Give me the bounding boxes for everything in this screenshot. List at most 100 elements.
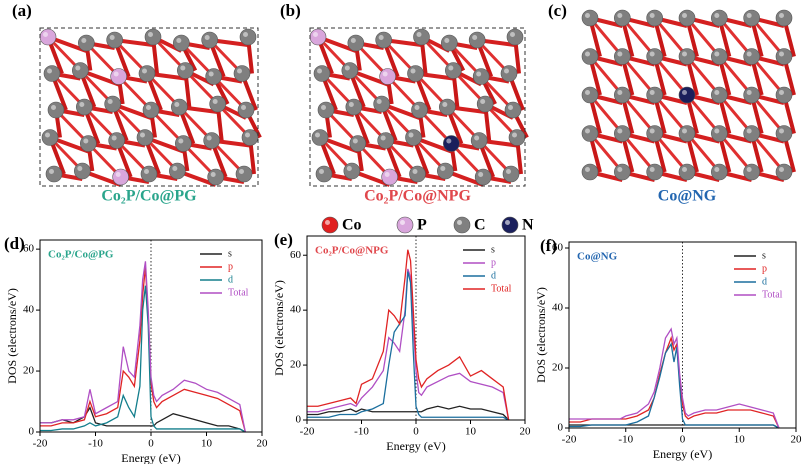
atom (349, 135, 367, 152)
atom-highlight (319, 169, 324, 174)
y-axis-label: DOS (electrons/eV) (5, 288, 19, 384)
atom-highlight (585, 90, 590, 95)
atom-highlight (746, 128, 752, 134)
bond (653, 94, 689, 135)
atom-highlight (378, 35, 384, 40)
atom-highlight (212, 99, 218, 104)
dos-line (40, 285, 246, 433)
atom-highlight (382, 71, 388, 77)
legend-label: s (762, 250, 766, 261)
atom (743, 48, 760, 65)
legend-atom-highlight (325, 220, 330, 225)
atom-highlight (412, 169, 418, 174)
atom-highlight (714, 13, 720, 18)
atom-highlight (617, 90, 623, 95)
bond (653, 17, 689, 58)
bond (653, 55, 689, 96)
atom-highlight (617, 167, 623, 172)
bond (685, 94, 721, 135)
bond (685, 17, 721, 58)
y-tick-label: 20 (23, 365, 35, 377)
bond (750, 132, 786, 173)
atom (45, 165, 63, 183)
atom (678, 125, 696, 142)
atom (110, 68, 127, 85)
atom-highlight (617, 128, 623, 134)
atom-highlight (649, 51, 655, 57)
dos-line (307, 268, 510, 421)
atom (504, 101, 522, 119)
y-axis-label: DOS (electrons/eV) (534, 287, 548, 383)
panel-label: (c) (548, 1, 567, 20)
atom-highlight (506, 169, 511, 174)
x-tick-label: -20 (300, 426, 315, 438)
atom-highlight (446, 138, 452, 144)
atom-highlight (617, 51, 623, 57)
dos-line (569, 327, 780, 429)
atom (138, 65, 156, 82)
structure-name: Co@NG (658, 188, 717, 205)
atom (407, 65, 424, 82)
atom (743, 125, 760, 142)
legend-label: Total (762, 289, 783, 300)
dos-line (307, 249, 510, 421)
atom (235, 165, 253, 183)
atom (169, 162, 186, 180)
bond (750, 94, 786, 135)
x-tick-label: -20 (562, 434, 577, 446)
panel-label: (d) (4, 234, 25, 253)
atom-highlight (43, 32, 48, 37)
bond (685, 132, 721, 173)
atom-highlight (442, 102, 448, 107)
atom-highlight (779, 90, 784, 95)
cell-outline (39, 27, 259, 187)
atom (678, 86, 696, 104)
x-axis-label: Energy (eV) (121, 451, 180, 464)
legend-label: P (417, 217, 427, 234)
atom-highlight (617, 13, 623, 18)
atom-highlight (384, 172, 390, 177)
x-tick-label: 0 (148, 438, 154, 450)
plot-frame (568, 241, 797, 429)
atom (173, 34, 190, 52)
atom-highlight (714, 90, 720, 95)
atom (72, 62, 89, 79)
atom-highlight (779, 128, 784, 134)
atom (711, 125, 728, 142)
dos-line (569, 335, 780, 429)
atom-highlight (315, 132, 320, 138)
atom (411, 101, 428, 119)
atom-highlight (682, 90, 687, 95)
atom-highlight (714, 51, 720, 57)
atom-highlight (444, 38, 450, 43)
atom (711, 48, 728, 65)
dos-line (569, 342, 780, 429)
atom-highlight (746, 51, 752, 57)
legend-atom (453, 216, 471, 234)
x-tick-label: 20 (791, 434, 803, 446)
panel-label: (e) (274, 230, 293, 249)
atom (140, 165, 158, 183)
atom-highlight (75, 65, 81, 71)
atom-highlight (237, 68, 242, 74)
x-tick-label: 20 (257, 438, 269, 450)
structure-name: Co₂P/Co@NPG (364, 188, 471, 205)
atom (80, 135, 97, 152)
plot-frame (39, 239, 263, 433)
atom (239, 28, 257, 46)
x-tick-label: 10 (201, 438, 213, 450)
atom-highlight (113, 71, 119, 77)
atom (614, 163, 631, 181)
atom (347, 34, 365, 52)
y-tick-label: 20 (290, 359, 302, 371)
atom-highlight (352, 138, 358, 144)
atom (468, 31, 486, 49)
atom (743, 163, 760, 181)
atom (313, 65, 331, 82)
legend-label: Total (228, 287, 249, 298)
atom-highlight (682, 167, 687, 172)
legend-label: d (762, 276, 767, 287)
atom (581, 163, 599, 181)
atom-highlight (245, 132, 250, 138)
atom (241, 129, 259, 146)
